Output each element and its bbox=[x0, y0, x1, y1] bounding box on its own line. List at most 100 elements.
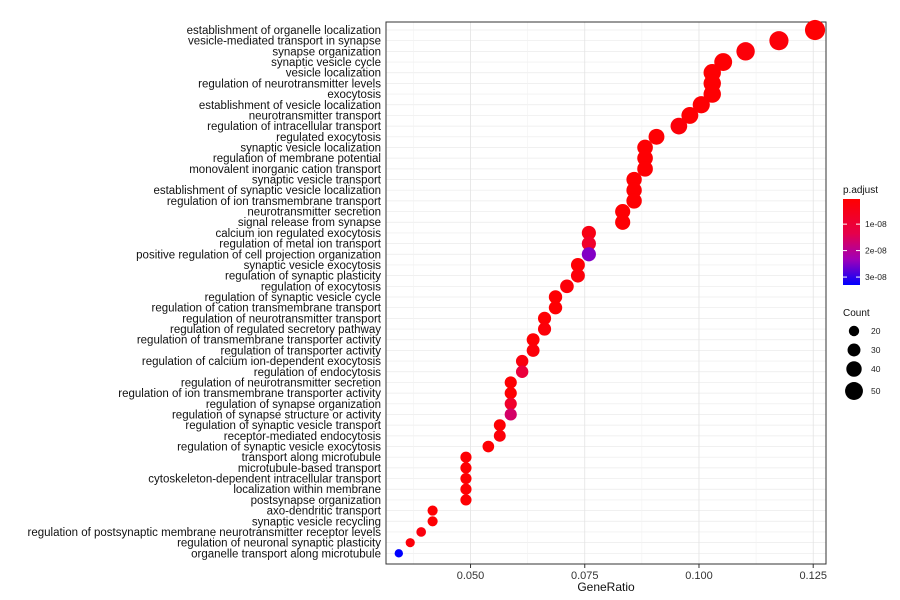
data-point bbox=[769, 31, 789, 51]
data-point bbox=[405, 538, 415, 548]
x-tick-label: 0.125 bbox=[799, 570, 827, 582]
term-label: regulation of regulated secretory pathwa… bbox=[170, 324, 381, 336]
color-legend-bar bbox=[843, 199, 860, 285]
data-point bbox=[692, 96, 710, 114]
size-legend: Count 20 30 40 50 bbox=[843, 308, 881, 400]
data-point bbox=[570, 258, 585, 272]
data-point bbox=[515, 354, 529, 368]
data-point bbox=[504, 387, 517, 400]
x-tick-label: 0.075 bbox=[571, 570, 599, 582]
data-point bbox=[460, 462, 472, 474]
term-label: regulated exocytosis bbox=[276, 132, 381, 144]
color-legend-title: p.adjust bbox=[843, 185, 878, 196]
term-label: vesicle-mediated transport in synapse bbox=[188, 36, 381, 48]
term-label: regulation of synaptic vesicle transport bbox=[185, 420, 381, 432]
term-label: vesicle localization bbox=[286, 68, 381, 80]
term-label: synaptic vesicle recycling bbox=[252, 516, 381, 528]
color-legend: p.adjust 1e-08 2e-08 3e-08 bbox=[843, 185, 887, 285]
data-point bbox=[581, 236, 596, 251]
data-point bbox=[526, 333, 540, 347]
term-label: establishment of synaptic vesicle locali… bbox=[153, 185, 381, 197]
size-legend-dot bbox=[845, 382, 863, 400]
data-point bbox=[615, 214, 631, 230]
term-label: regulation of neurotransmitter levels bbox=[198, 78, 381, 90]
term-labels: establishment of organelle localizationv… bbox=[28, 25, 382, 560]
data-point bbox=[537, 311, 552, 325]
data-points bbox=[394, 19, 826, 558]
data-point bbox=[416, 527, 427, 537]
term-label: organelle transport along microtubule bbox=[191, 548, 381, 560]
term-label: regulation of ion transmembrane transpor… bbox=[167, 196, 382, 208]
term-label: regulation of metal ion transport bbox=[219, 239, 382, 251]
term-label: localization within membrane bbox=[233, 484, 381, 496]
term-label: cytoskeleton-dependent intracellular tra… bbox=[148, 474, 381, 486]
term-label: exocytosis bbox=[327, 89, 381, 101]
term-label: regulation of neurotransmitter transport bbox=[182, 313, 382, 325]
term-label: regulation of ion transmembrane transpor… bbox=[118, 388, 381, 400]
term-label: postsynapse organization bbox=[251, 495, 381, 507]
x-axis-ticks: 0.050 0.075 0.100 0.125 bbox=[457, 564, 827, 582]
term-label: regulation of neuronal synaptic plastici… bbox=[177, 538, 381, 550]
term-label: synaptic vesicle localization bbox=[240, 142, 381, 154]
x-axis-title: GeneRatio bbox=[577, 580, 635, 594]
data-point bbox=[736, 42, 755, 61]
data-point bbox=[493, 419, 506, 432]
term-label: regulation of synaptic vesicle cycle bbox=[205, 292, 381, 304]
size-legend-label: 30 bbox=[871, 345, 881, 355]
data-point bbox=[637, 161, 653, 177]
term-label: regulation of endocytosis bbox=[254, 367, 381, 379]
data-point bbox=[581, 225, 596, 240]
term-label: regulation of cation transmembrane trans… bbox=[152, 303, 382, 315]
size-legend-label: 50 bbox=[871, 386, 881, 396]
data-point bbox=[482, 440, 495, 453]
data-point bbox=[504, 397, 517, 410]
color-legend-tick-label: 2e-08 bbox=[865, 246, 887, 256]
x-tick-label: 0.100 bbox=[685, 570, 713, 582]
data-point bbox=[626, 182, 642, 198]
term-label: transport along microtubule bbox=[242, 452, 381, 464]
data-point bbox=[648, 128, 665, 145]
term-label: regulation of transporter activity bbox=[221, 345, 382, 357]
term-label: axo-dendritic transport bbox=[267, 506, 382, 518]
size-legend-dot bbox=[846, 361, 862, 377]
color-legend-tick-label: 3e-08 bbox=[865, 272, 887, 282]
size-legend-dot bbox=[848, 325, 860, 337]
grid-lines bbox=[386, 22, 826, 564]
data-point bbox=[460, 483, 472, 495]
data-point bbox=[548, 300, 563, 315]
term-label: synapse organization bbox=[272, 46, 381, 58]
term-label: monovalent inorganic cation transport bbox=[189, 164, 382, 176]
data-point bbox=[570, 268, 585, 283]
data-point bbox=[515, 365, 529, 378]
term-label: calcium ion regulated exocytosis bbox=[215, 228, 381, 240]
term-label: neurotransmitter secretion bbox=[247, 207, 381, 219]
size-legend-title: Count bbox=[843, 308, 870, 319]
term-label: regulation of neurotransmitter secretion bbox=[181, 377, 381, 389]
data-point bbox=[560, 279, 574, 294]
term-label: regulation of synaptic plasticity bbox=[225, 271, 381, 283]
data-point bbox=[581, 247, 596, 262]
term-label: establishment of vesicle localization bbox=[199, 100, 381, 112]
data-point bbox=[537, 322, 552, 336]
term-label: neurotransmitter transport bbox=[249, 110, 382, 122]
data-point bbox=[427, 516, 438, 527]
data-point bbox=[460, 451, 472, 463]
data-point bbox=[703, 85, 721, 103]
term-label: positive regulation of cell projection o… bbox=[136, 249, 381, 261]
data-point bbox=[804, 19, 826, 41]
term-label: regulation of synapse structure or activ… bbox=[172, 409, 381, 421]
data-point bbox=[493, 429, 506, 442]
term-label: synaptic vesicle cycle bbox=[271, 57, 381, 69]
data-point bbox=[427, 505, 438, 516]
data-point bbox=[460, 472, 472, 485]
data-point bbox=[460, 494, 472, 506]
plot-panel-border bbox=[385, 21, 827, 565]
term-label: regulation of calcium ion-dependent exoc… bbox=[142, 356, 381, 368]
term-label: regulation of intracellular transport bbox=[207, 121, 382, 133]
term-label: regulation of transmembrane transporter … bbox=[137, 335, 381, 347]
term-label: regulation of synapse organization bbox=[206, 399, 381, 411]
size-legend-label: 20 bbox=[871, 326, 881, 336]
size-legend-label: 40 bbox=[871, 364, 881, 374]
term-label: regulation of synaptic vesicle exocytosi… bbox=[177, 442, 381, 454]
